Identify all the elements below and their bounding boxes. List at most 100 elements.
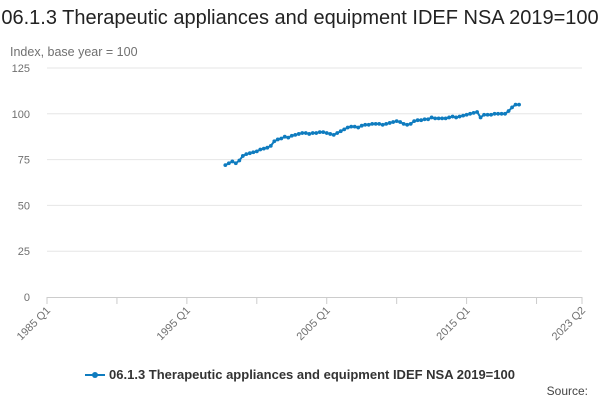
data-point[interactable]: [415, 118, 420, 123]
x-tick-label: 2023 Q2: [550, 305, 588, 343]
data-point[interactable]: [286, 135, 291, 140]
data-point[interactable]: [447, 115, 452, 120]
x-axis: [46, 297, 583, 304]
data-point[interactable]: [258, 147, 263, 152]
data-point[interactable]: [391, 120, 396, 124]
legend-label: 06.1.3 Therapeutic appliances and equipm…: [109, 367, 515, 383]
data-point[interactable]: [513, 102, 518, 107]
data-point[interactable]: [485, 112, 490, 117]
data-point[interactable]: [251, 150, 256, 155]
data-point[interactable]: [471, 110, 476, 115]
data-point[interactable]: [282, 134, 287, 139]
data-point[interactable]: [328, 132, 333, 136]
legend[interactable]: 06.1.3 Therapeutic appliances and equipm…: [0, 366, 600, 382]
data-point[interactable]: [289, 133, 294, 138]
data-point[interactable]: [436, 116, 441, 121]
data-point[interactable]: [387, 121, 392, 125]
data-point[interactable]: [377, 121, 382, 126]
data-point[interactable]: [275, 137, 280, 142]
data-point[interactable]: [457, 114, 462, 119]
data-point[interactable]: [482, 112, 486, 117]
data-point[interactable]: [380, 122, 385, 127]
data-point[interactable]: [261, 146, 266, 151]
data-point[interactable]: [454, 115, 459, 120]
data-point[interactable]: [373, 121, 378, 126]
data-point[interactable]: [450, 114, 455, 119]
data-point[interactable]: [429, 115, 434, 120]
y-axis: 0 25 50 75 100 125: [12, 63, 30, 304]
data-point[interactable]: [331, 132, 336, 137]
data-point[interactable]: [321, 130, 326, 135]
data-point[interactable]: [517, 102, 521, 107]
data-point[interactable]: [384, 121, 389, 126]
data-point[interactable]: [324, 131, 329, 135]
data-point[interactable]: [338, 129, 343, 134]
y-tick-label: 75: [18, 155, 30, 167]
data-point[interactable]: [244, 152, 249, 157]
y-tick-label: 0: [24, 292, 30, 304]
data-point[interactable]: [499, 111, 504, 116]
data-point[interactable]: [230, 159, 235, 164]
data-point[interactable]: [279, 136, 284, 141]
data-point[interactable]: [293, 132, 298, 137]
data-point[interactable]: [506, 109, 511, 113]
data-point[interactable]: [478, 115, 483, 120]
y-tick-label: 25: [18, 246, 30, 258]
gridlines: [47, 67, 582, 252]
data-point[interactable]: [496, 111, 500, 116]
data-point[interactable]: [272, 139, 277, 144]
data-point[interactable]: [412, 119, 417, 124]
data-point[interactable]: [426, 117, 431, 122]
data-point[interactable]: [475, 110, 479, 114]
data-point[interactable]: [440, 116, 445, 121]
data-point[interactable]: [349, 124, 354, 129]
data-point[interactable]: [345, 125, 350, 130]
y-axis-unit-label: Index, base year = 100: [10, 45, 138, 59]
data-point[interactable]: [356, 125, 361, 130]
data-point[interactable]: [352, 124, 357, 129]
data-point[interactable]: [422, 117, 427, 122]
data-point[interactable]: [363, 122, 368, 127]
data-point[interactable]: [296, 132, 301, 136]
data-point[interactable]: [237, 158, 242, 163]
data-point[interactable]: [468, 111, 472, 116]
data-point[interactable]: [394, 119, 399, 124]
data-point[interactable]: [342, 127, 347, 132]
data-point[interactable]: [461, 113, 466, 118]
data-point[interactable]: [265, 145, 270, 150]
data-point[interactable]: [247, 151, 252, 156]
x-tick-label: 2005 Q1: [295, 305, 333, 343]
data-point[interactable]: [317, 130, 322, 135]
series-layer: [223, 102, 521, 168]
x-tick-label: 1995 Q1: [155, 305, 193, 343]
data-point[interactable]: [433, 116, 438, 121]
data-point[interactable]: [223, 163, 228, 168]
data-point[interactable]: [310, 131, 315, 135]
data-point[interactable]: [268, 143, 273, 148]
legend-swatch: [85, 371, 106, 379]
data-point[interactable]: [464, 112, 469, 117]
data-point[interactable]: [503, 111, 507, 116]
data-point[interactable]: [254, 149, 259, 154]
data-point[interactable]: [226, 161, 231, 166]
data-point[interactable]: [401, 121, 406, 126]
data-point[interactable]: [419, 118, 424, 123]
data-point[interactable]: [366, 122, 371, 127]
data-point[interactable]: [307, 132, 312, 136]
data-point[interactable]: [405, 122, 410, 127]
data-point[interactable]: [489, 112, 493, 117]
data-point[interactable]: [510, 105, 514, 110]
data-point[interactable]: [492, 111, 497, 116]
data-point[interactable]: [370, 121, 375, 126]
data-point[interactable]: [300, 131, 305, 135]
data-point[interactable]: [314, 131, 319, 135]
data-point[interactable]: [240, 154, 245, 158]
data-point[interactable]: [359, 123, 364, 128]
data-point[interactable]: [335, 131, 340, 135]
data-point[interactable]: [233, 161, 238, 166]
data-point[interactable]: [408, 121, 413, 126]
data-point[interactable]: [398, 120, 403, 124]
data-point[interactable]: [303, 131, 308, 135]
data-point[interactable]: [443, 116, 448, 121]
